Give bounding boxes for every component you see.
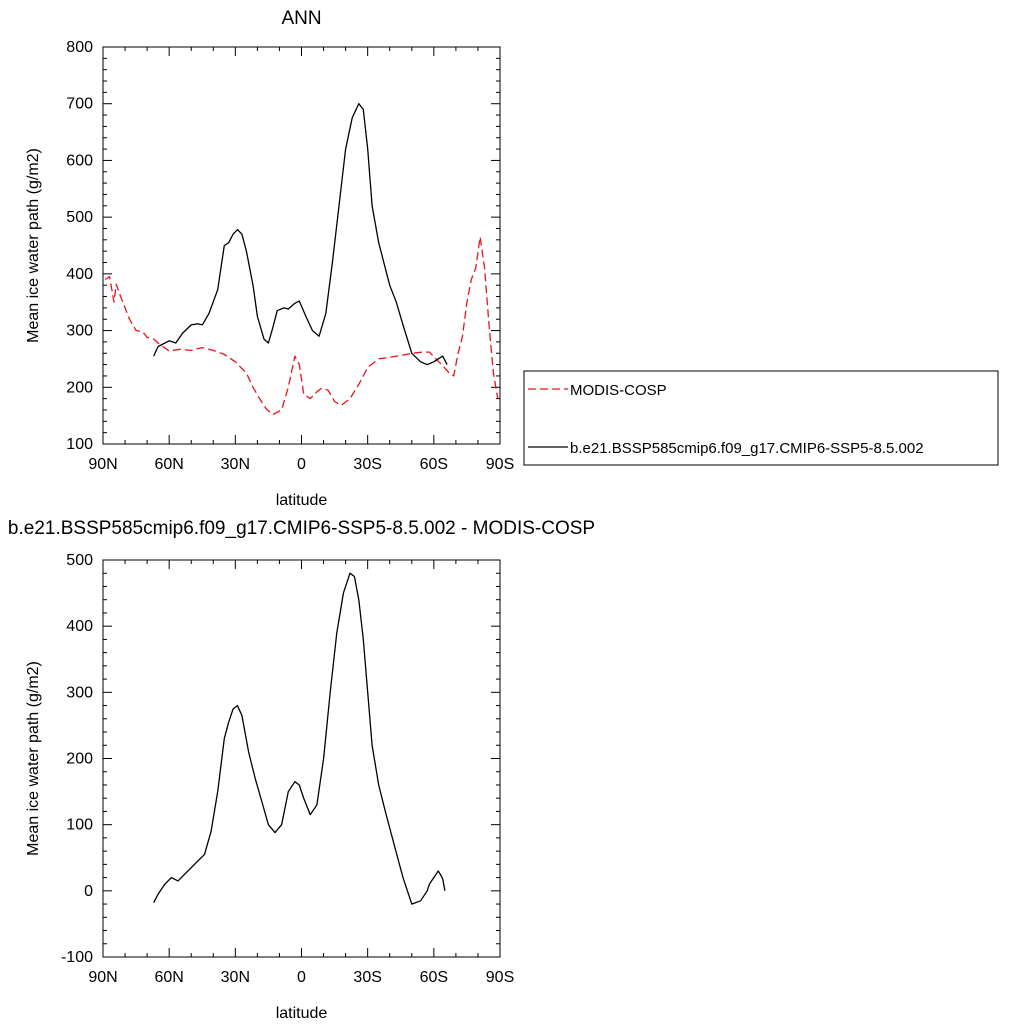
y-tick-label: 800 xyxy=(66,39,93,56)
top-x-tick-labels: 90N 60N 30N 0 30S 60S 90S xyxy=(88,456,514,473)
legend-label-model: b.e21.BSSP585cmip6.f09_g17.CMIP6-SSP5-8.… xyxy=(570,440,924,457)
x-tick-label: 0 xyxy=(297,456,306,473)
x-tick-label: 30S xyxy=(353,456,381,473)
series-line-0 xyxy=(153,572,446,905)
y-tick-label: -100 xyxy=(61,949,93,966)
y-tick-label: 400 xyxy=(66,266,93,283)
legend-label-modis-cosp: MODIS-COSP xyxy=(570,382,667,399)
top-plot-frame xyxy=(102,46,501,445)
x-tick-label: 60S xyxy=(420,969,448,986)
y-tick-label: 200 xyxy=(66,379,93,396)
series-line-1 xyxy=(153,103,448,366)
bottom-y-tick-labels: -100 0 100 200 300 400 500 xyxy=(61,552,93,966)
bottom-panel-title: b.e21.BSSP585cmip6.f09_g17.CMIP6-SSP5-8.… xyxy=(8,518,595,539)
top-series-lines xyxy=(104,103,499,416)
bottom-axis-ticks xyxy=(102,559,501,958)
x-tick-label: 0 xyxy=(297,969,306,986)
bottom-y-axis-label: Mean ice water path (g/m2) xyxy=(25,661,42,856)
x-tick-label: 60N xyxy=(154,456,183,473)
x-tick-label: 30S xyxy=(353,969,381,986)
top-x-axis-label: latitude xyxy=(276,492,328,509)
top-axis-ticks xyxy=(102,46,501,445)
bottom-series-lines xyxy=(153,572,446,905)
x-tick-label: 30N xyxy=(221,456,250,473)
bottom-panel-chart: b.e21.BSSP585cmip6.f09_g17.CMIP6-SSP5-8.… xyxy=(8,518,595,1022)
top-y-tick-labels: 100 200 300 400 500 600 700 800 xyxy=(66,39,93,453)
y-tick-label: 500 xyxy=(66,209,93,226)
y-tick-label: 500 xyxy=(66,552,93,569)
y-tick-label: 400 xyxy=(66,618,93,635)
y-tick-label: 0 xyxy=(84,883,93,900)
y-tick-label: 200 xyxy=(66,751,93,768)
y-tick-label: 600 xyxy=(66,152,93,169)
x-tick-label: 30N xyxy=(221,969,250,986)
x-tick-label: 90S xyxy=(486,456,514,473)
y-tick-label: 100 xyxy=(66,436,93,453)
y-tick-label: 300 xyxy=(66,684,93,701)
top-panel-chart: ANN 100 200 300 400 500 600 700 800 90N 60N 30N 0 3… xyxy=(25,8,514,509)
x-tick-label: 90N xyxy=(88,456,117,473)
y-tick-label: 100 xyxy=(66,817,93,834)
y-tick-label: 700 xyxy=(66,96,93,113)
x-tick-label: 60S xyxy=(420,456,448,473)
top-y-axis-label: Mean ice water path (g/m2) xyxy=(25,148,42,343)
y-tick-label: 300 xyxy=(66,323,93,340)
x-tick-label: 90N xyxy=(88,969,117,986)
series-line-0 xyxy=(104,236,499,416)
bottom-plot-frame xyxy=(102,559,501,958)
bottom-x-axis-label: latitude xyxy=(276,1005,328,1022)
x-tick-label: 60N xyxy=(154,969,183,986)
x-tick-label: 90S xyxy=(486,969,514,986)
legend: MODIS-COSP b.e21.BSSP585cmip6.f09_g17.CM… xyxy=(523,370,999,466)
legend-box xyxy=(523,370,999,466)
top-panel-title: ANN xyxy=(281,8,321,29)
bottom-x-tick-labels: 90N 60N 30N 0 30S 60S 90S xyxy=(88,969,514,986)
